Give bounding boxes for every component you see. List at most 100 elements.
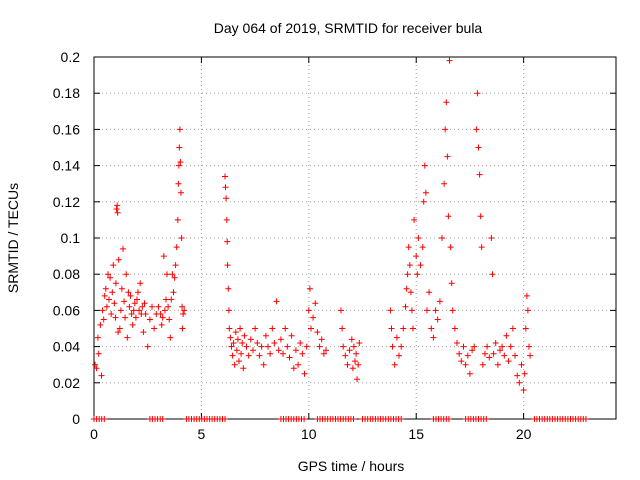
data-point <box>460 343 467 350</box>
data-point <box>113 206 120 212</box>
data-point <box>303 343 310 350</box>
data-point <box>155 303 162 310</box>
y-tick-label: 0.04 <box>53 339 80 355</box>
data-point <box>340 343 347 350</box>
y-tick-label: 0.16 <box>53 121 80 137</box>
data-point <box>469 347 476 354</box>
data-point <box>271 340 278 346</box>
data-point <box>99 307 106 314</box>
data-point <box>130 307 137 314</box>
data-point <box>238 350 245 357</box>
data-point <box>501 352 508 359</box>
data-point <box>320 350 327 357</box>
data-point <box>471 343 478 350</box>
data-point <box>314 329 321 336</box>
data-point <box>402 303 409 310</box>
data-point <box>180 311 187 317</box>
data-point <box>436 298 443 305</box>
data-point <box>520 387 527 393</box>
data-point <box>223 195 230 202</box>
data-point <box>106 296 112 303</box>
data-point <box>342 352 349 359</box>
y-tick-label: 0.14 <box>53 158 80 174</box>
data-point <box>131 300 138 307</box>
data-point <box>151 325 158 332</box>
data-point <box>518 361 525 368</box>
data-point <box>445 213 452 220</box>
data-point <box>393 334 400 341</box>
data-point <box>222 416 228 422</box>
data-point <box>398 343 405 350</box>
grid-lines <box>94 57 616 419</box>
data-point <box>234 336 241 343</box>
data-point <box>169 271 176 278</box>
data-point <box>446 57 453 64</box>
data-point <box>312 300 319 307</box>
data-point <box>316 343 323 350</box>
data-point <box>475 144 482 151</box>
data-point <box>479 361 486 368</box>
data-point <box>168 296 175 303</box>
data-point <box>142 311 149 317</box>
data-point <box>243 343 250 350</box>
data-point <box>356 340 363 346</box>
data-point <box>484 343 491 350</box>
data-point <box>301 416 308 422</box>
data-point <box>230 340 237 346</box>
data-point <box>482 350 488 357</box>
x-tick-label: 10 <box>301 426 317 442</box>
data-point <box>405 244 412 251</box>
data-point <box>439 235 445 241</box>
data-point <box>161 307 168 314</box>
data-point <box>299 350 306 357</box>
data-point <box>262 332 269 339</box>
data-point <box>132 314 139 321</box>
data-point <box>233 347 240 354</box>
data-point <box>524 307 531 314</box>
data-point <box>310 314 317 321</box>
data-point <box>105 271 111 278</box>
data-point <box>355 361 362 368</box>
data-point <box>349 365 356 372</box>
data-point <box>225 307 232 314</box>
data-point <box>103 303 110 310</box>
data-point <box>175 180 182 187</box>
data-point <box>339 325 346 332</box>
axis-ticks: 0 0.02 0.04 0.06 0.08 0.1 0.12 0.14 0.16 0.18 0.2 0… <box>53 49 616 442</box>
data-point <box>523 292 530 299</box>
data-point <box>118 285 125 292</box>
y-tick-label: 0.18 <box>53 85 80 101</box>
data-point <box>236 358 242 365</box>
data-point <box>421 162 428 169</box>
data-point <box>387 307 394 314</box>
data-point <box>417 262 424 269</box>
data-point <box>231 361 238 368</box>
data-point <box>288 332 295 339</box>
x-tick-label: 15 <box>408 426 424 442</box>
data-point <box>179 303 186 310</box>
y-tick-label: 0.12 <box>53 194 80 210</box>
data-point <box>167 334 174 341</box>
y-axis-label: SRMTID / TECUs <box>5 183 21 293</box>
y-tick-label: 0.06 <box>53 302 80 318</box>
data-point <box>466 370 473 377</box>
data-point <box>464 352 471 359</box>
data-point <box>160 253 167 260</box>
data-points <box>91 57 589 422</box>
data-point <box>222 184 229 191</box>
chart-title: Day 064 of 2019, SRMTID for receiver bul… <box>214 20 483 36</box>
data-point <box>352 358 358 365</box>
data-point <box>101 416 108 422</box>
data-point <box>239 340 246 346</box>
data-point <box>526 343 532 350</box>
data-point <box>277 336 284 343</box>
data-point <box>226 325 233 332</box>
data-point <box>408 307 415 314</box>
data-point <box>273 298 280 305</box>
data-point <box>159 314 166 321</box>
data-point <box>507 343 514 350</box>
data-point <box>444 153 451 160</box>
data-point <box>250 347 256 354</box>
data-point <box>223 216 230 223</box>
